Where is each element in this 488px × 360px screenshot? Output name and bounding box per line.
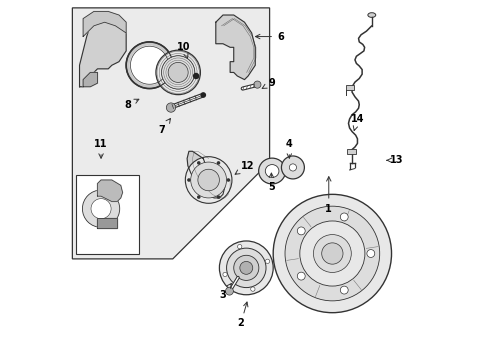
Ellipse shape: [258, 158, 285, 184]
Circle shape: [281, 156, 304, 179]
Circle shape: [200, 92, 206, 98]
Circle shape: [226, 248, 265, 288]
Text: 5: 5: [267, 173, 274, 192]
Polygon shape: [80, 15, 126, 87]
Text: 6: 6: [255, 32, 283, 41]
Circle shape: [299, 221, 364, 286]
Circle shape: [253, 81, 261, 88]
Circle shape: [233, 255, 258, 280]
Circle shape: [237, 244, 242, 249]
Text: 4: 4: [285, 139, 292, 158]
Circle shape: [297, 272, 305, 280]
Circle shape: [265, 259, 269, 264]
Circle shape: [197, 195, 200, 199]
Text: 10: 10: [177, 42, 190, 58]
Polygon shape: [126, 42, 172, 89]
Polygon shape: [130, 46, 168, 84]
Circle shape: [285, 206, 379, 301]
Text: 13: 13: [386, 155, 403, 165]
Text: 7: 7: [158, 118, 170, 135]
Circle shape: [197, 161, 200, 165]
Circle shape: [321, 243, 342, 264]
Text: 11: 11: [94, 139, 107, 158]
Circle shape: [166, 103, 175, 112]
Circle shape: [161, 56, 194, 89]
Circle shape: [340, 286, 347, 294]
Circle shape: [82, 190, 120, 227]
Text: 14: 14: [350, 114, 364, 131]
Polygon shape: [83, 12, 126, 37]
Text: 2: 2: [237, 302, 247, 328]
Text: 12: 12: [235, 161, 254, 174]
Circle shape: [192, 73, 199, 79]
Circle shape: [190, 162, 226, 198]
Circle shape: [168, 62, 188, 82]
Circle shape: [198, 169, 219, 191]
Circle shape: [239, 261, 252, 274]
Ellipse shape: [367, 13, 375, 17]
Polygon shape: [72, 8, 269, 259]
Circle shape: [250, 287, 255, 291]
Circle shape: [187, 178, 190, 182]
Circle shape: [219, 241, 273, 295]
Bar: [345, 85, 353, 90]
Circle shape: [216, 195, 220, 199]
Ellipse shape: [265, 165, 278, 177]
Circle shape: [156, 50, 200, 95]
Text: 8: 8: [124, 99, 139, 110]
Circle shape: [313, 235, 350, 273]
Bar: [76, 175, 139, 253]
Circle shape: [185, 157, 231, 203]
Polygon shape: [97, 180, 122, 202]
Text: 1: 1: [325, 177, 331, 214]
Circle shape: [225, 287, 233, 295]
Circle shape: [289, 164, 296, 171]
Circle shape: [340, 213, 347, 221]
Circle shape: [223, 272, 227, 276]
Polygon shape: [83, 72, 97, 87]
Circle shape: [366, 249, 374, 257]
Circle shape: [216, 161, 220, 165]
Text: 9: 9: [262, 78, 274, 89]
Bar: [346, 149, 356, 154]
Circle shape: [297, 227, 305, 235]
Polygon shape: [215, 15, 255, 80]
Circle shape: [91, 199, 111, 219]
Circle shape: [226, 178, 230, 182]
Polygon shape: [187, 151, 224, 198]
Text: 3: 3: [219, 284, 231, 300]
Circle shape: [273, 194, 391, 313]
Polygon shape: [97, 218, 117, 228]
